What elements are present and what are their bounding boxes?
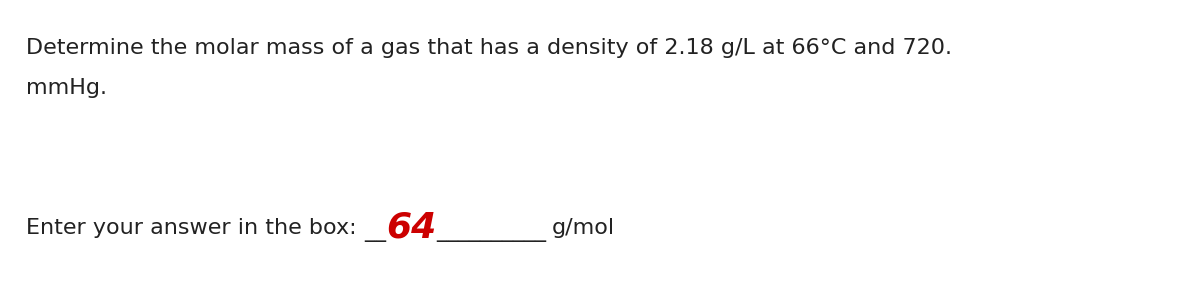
Text: Enter your answer in the box:: Enter your answer in the box: (26, 218, 364, 238)
Text: __________: __________ (436, 222, 546, 242)
Text: 64: 64 (385, 210, 436, 244)
Text: Determine the molar mass of a gas that has a density of 2.18 g/L at 66°C and 720: Determine the molar mass of a gas that h… (26, 38, 952, 58)
Text: __: __ (364, 222, 385, 242)
Text: mmHg.: mmHg. (26, 78, 107, 98)
Text: g/mol: g/mol (552, 218, 616, 238)
